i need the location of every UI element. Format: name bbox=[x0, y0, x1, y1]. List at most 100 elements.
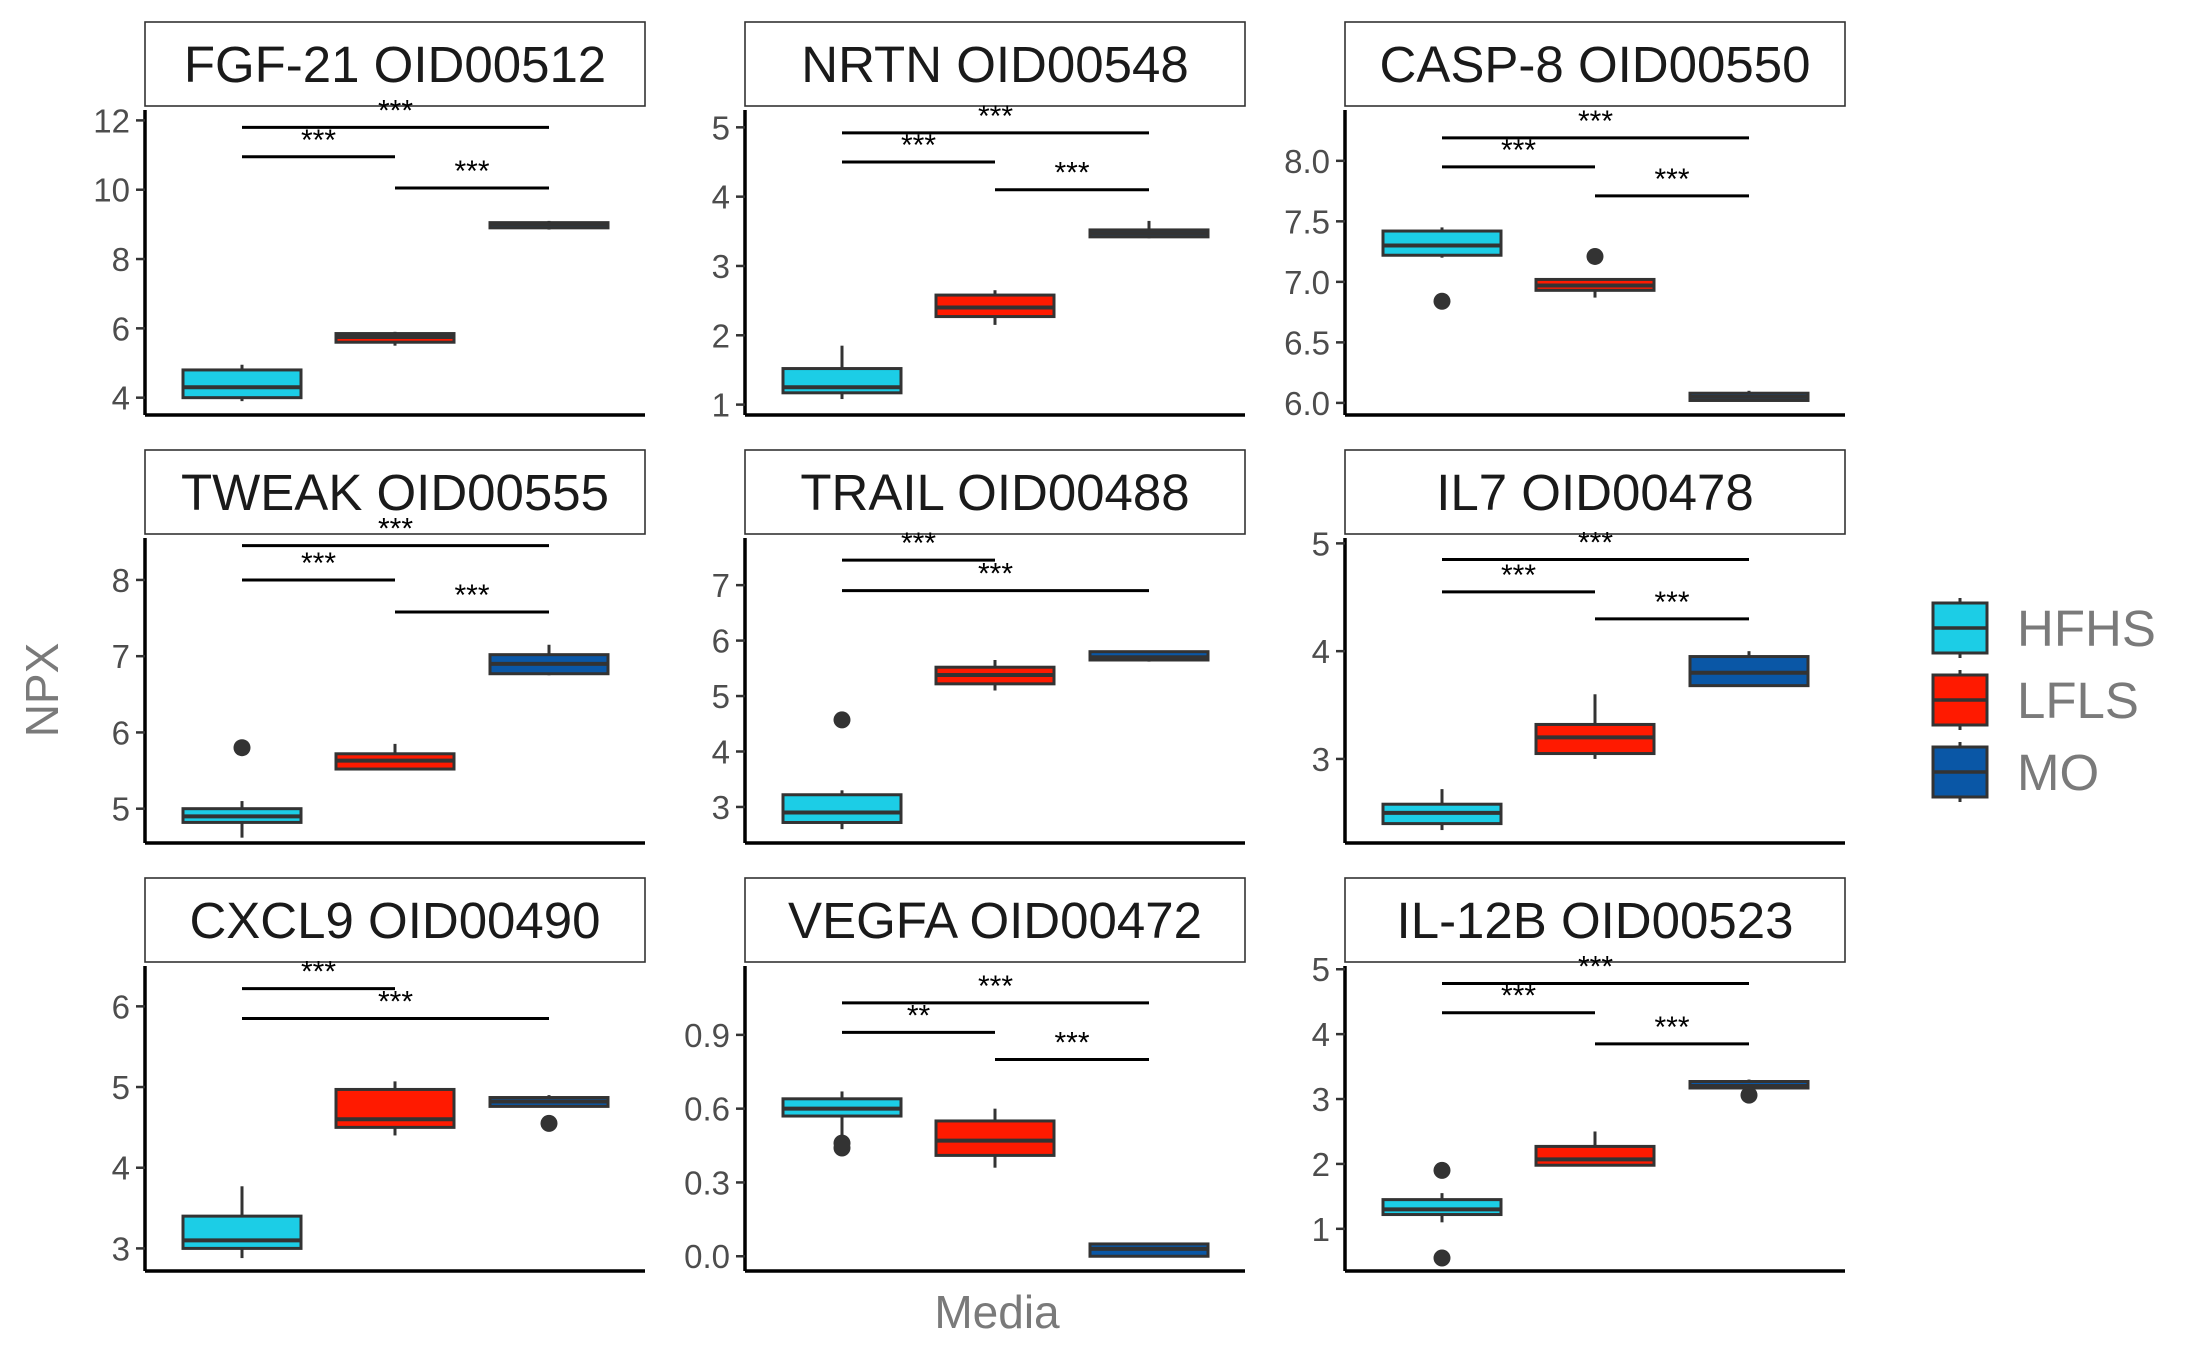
box-hfhs bbox=[781, 793, 903, 824]
y-tick-label: 1 bbox=[712, 387, 730, 424]
outlier-point bbox=[833, 711, 851, 729]
significance-label: *** bbox=[1501, 134, 1536, 167]
y-tick-label: 1 bbox=[1312, 1211, 1330, 1248]
y-tick-label: 6 bbox=[112, 988, 130, 1025]
y-tick-label: 2 bbox=[712, 317, 730, 354]
y-tick-label: 6 bbox=[112, 714, 130, 751]
y-tick-label: 0.9 bbox=[684, 1017, 730, 1054]
facet-strip bbox=[1344, 21, 1846, 107]
y-tick-label: 7.5 bbox=[1284, 203, 1330, 240]
y-tick-label: 4 bbox=[712, 734, 730, 771]
y-tick-label: 0.3 bbox=[684, 1164, 730, 1201]
y-tick-label: 5 bbox=[112, 791, 130, 828]
y-tick-label: 4 bbox=[112, 1150, 130, 1187]
significance-label: *** bbox=[378, 513, 413, 546]
significance-label: *** bbox=[978, 558, 1013, 591]
x-axis-title: Media bbox=[934, 1286, 1060, 1338]
significance-label: *** bbox=[1054, 157, 1089, 190]
facet-panel: CXCL9 OID00490 3 4 5 6 *** *** bbox=[112, 877, 646, 1273]
y-tick-label: 4 bbox=[1312, 633, 1330, 670]
y-tick-label: 5 bbox=[1312, 951, 1330, 988]
significance-label: *** bbox=[454, 155, 489, 188]
facet-title: NRTN OID00548 bbox=[801, 36, 1188, 93]
box-hfhs bbox=[181, 368, 303, 400]
significance-label: *** bbox=[301, 124, 336, 157]
significance-label: *** bbox=[1654, 1011, 1689, 1044]
significance-label: *** bbox=[378, 94, 413, 127]
y-tick-label: 2 bbox=[1312, 1146, 1330, 1183]
legend-label: MO bbox=[2017, 744, 2099, 801]
y-tick-label: 7 bbox=[112, 638, 130, 675]
significance-label: *** bbox=[301, 547, 336, 580]
y-tick-label: 5 bbox=[112, 1069, 130, 1106]
facet-strip bbox=[144, 877, 646, 963]
box-hfhs bbox=[1381, 1198, 1503, 1217]
significance-label: *** bbox=[301, 956, 336, 989]
outlier-point bbox=[540, 1114, 558, 1132]
legend-label: LFLS bbox=[2017, 672, 2139, 729]
y-tick-label: 8 bbox=[112, 241, 130, 278]
facet-panel: TRAIL OID00488 3 4 5 6 7 *** *** bbox=[712, 449, 1246, 845]
significance-label: *** bbox=[1578, 527, 1613, 560]
facet-panel: TWEAK OID00555 5 6 7 8 *** *** *** bbox=[112, 449, 646, 845]
facet-panel: FGF-21 OID00512 4 6 8 10 12 *** *** *** bbox=[93, 21, 646, 417]
facet-title: TWEAK OID00555 bbox=[181, 464, 609, 521]
facet-title: TRAIL OID00488 bbox=[800, 464, 1189, 521]
y-tick-label: 10 bbox=[93, 172, 130, 209]
facet-title: IL7 OID00478 bbox=[1436, 464, 1754, 521]
significance-label: *** bbox=[378, 985, 413, 1018]
legend-item: LFLS bbox=[1931, 670, 2139, 730]
y-tick-label: 6 bbox=[112, 310, 130, 347]
significance-label: *** bbox=[1578, 105, 1613, 138]
significance-label: *** bbox=[1501, 980, 1536, 1013]
facet-title: VEGFA OID00472 bbox=[788, 892, 1202, 949]
significance-label: *** bbox=[1654, 586, 1689, 619]
significance-label: *** bbox=[978, 970, 1013, 1003]
y-tick-label: 5 bbox=[1312, 525, 1330, 562]
legend-label: HFHS bbox=[2017, 600, 2156, 657]
y-tick-label: 7 bbox=[712, 567, 730, 604]
facet-strip bbox=[1344, 877, 1846, 963]
facet-panel: CASP-8 OID00550 6.0 6.5 7.0 7.5 8.0 *** *** *** bbox=[1284, 21, 1846, 422]
facet-strip bbox=[1344, 449, 1846, 535]
facet-strip bbox=[744, 21, 1246, 107]
facet-title: IL-12B OID00523 bbox=[1397, 892, 1794, 949]
y-tick-label: 3 bbox=[1312, 1081, 1330, 1118]
facet-panel: IL7 OID00478 3 4 5 *** *** *** bbox=[1312, 449, 1846, 845]
y-tick-label: 5 bbox=[712, 678, 730, 715]
y-tick-label: 3 bbox=[1312, 741, 1330, 778]
outlier-point bbox=[1433, 1249, 1451, 1267]
facet-strip bbox=[144, 21, 646, 107]
outlier-point bbox=[1740, 1086, 1758, 1104]
outlier-point bbox=[1433, 292, 1451, 310]
outlier-point bbox=[1586, 247, 1604, 265]
y-tick-label: 12 bbox=[93, 102, 130, 139]
y-tick-label: 3 bbox=[712, 248, 730, 285]
significance-label: *** bbox=[1654, 163, 1689, 196]
facet-panel: IL-12B OID00523 1 2 3 4 5 *** *** *** bbox=[1312, 877, 1846, 1273]
y-tick-label: 8.0 bbox=[1284, 143, 1330, 180]
facet-panel: NRTN OID00548 1 2 3 4 5 *** *** *** bbox=[712, 21, 1246, 424]
y-tick-label: 5 bbox=[712, 109, 730, 146]
y-axis-title: NPX bbox=[16, 643, 68, 738]
box-lfls bbox=[334, 1087, 456, 1129]
outlier-point bbox=[233, 739, 251, 757]
box-hfhs bbox=[181, 1214, 303, 1250]
facet-title: CXCL9 OID00490 bbox=[189, 892, 600, 949]
box-hfhs bbox=[1381, 229, 1503, 257]
legend: HFHS LFLS MO bbox=[1931, 598, 2156, 802]
y-tick-label: 8 bbox=[112, 562, 130, 599]
facet-strip bbox=[744, 877, 1246, 963]
legend-item: MO bbox=[1931, 742, 2099, 802]
significance-label: *** bbox=[901, 527, 936, 560]
box-lfls bbox=[934, 1119, 1056, 1157]
outlier-point bbox=[1433, 1161, 1451, 1179]
y-tick-label: 3 bbox=[712, 789, 730, 826]
y-tick-label: 6.5 bbox=[1284, 324, 1330, 361]
significance-label: *** bbox=[454, 579, 489, 612]
y-tick-label: 6 bbox=[712, 623, 730, 660]
facet-strip bbox=[144, 449, 646, 535]
